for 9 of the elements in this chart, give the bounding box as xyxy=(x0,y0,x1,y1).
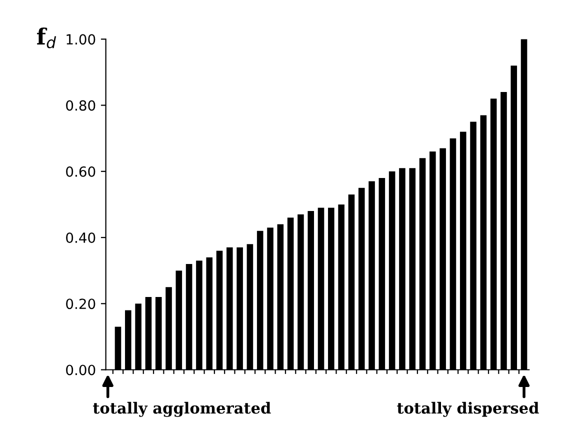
y-tick-label: 0.80 xyxy=(66,100,96,111)
y-tick-label: 0.60 xyxy=(66,166,96,177)
y-tick-label: 1.00 xyxy=(66,34,96,45)
y-tick-label: 0.40 xyxy=(66,232,96,243)
y-tick-label: 0.20 xyxy=(66,298,96,310)
y-tick-label: 0.00 xyxy=(66,364,96,376)
text: totally agglomerated xyxy=(92,402,271,417)
text: totally dispersed xyxy=(397,402,539,417)
y-axis-title: f$_{d}$ xyxy=(37,28,56,48)
